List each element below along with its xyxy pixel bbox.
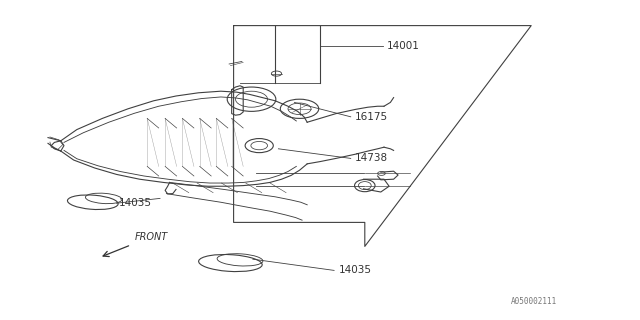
Text: 14035: 14035 [339,265,372,276]
Text: 16175: 16175 [355,112,388,122]
Text: 14035: 14035 [118,198,152,208]
Text: 14001: 14001 [387,41,420,52]
Text: 14738: 14738 [355,153,388,164]
Text: FRONT: FRONT [134,232,168,242]
Text: A050002111: A050002111 [511,297,557,306]
